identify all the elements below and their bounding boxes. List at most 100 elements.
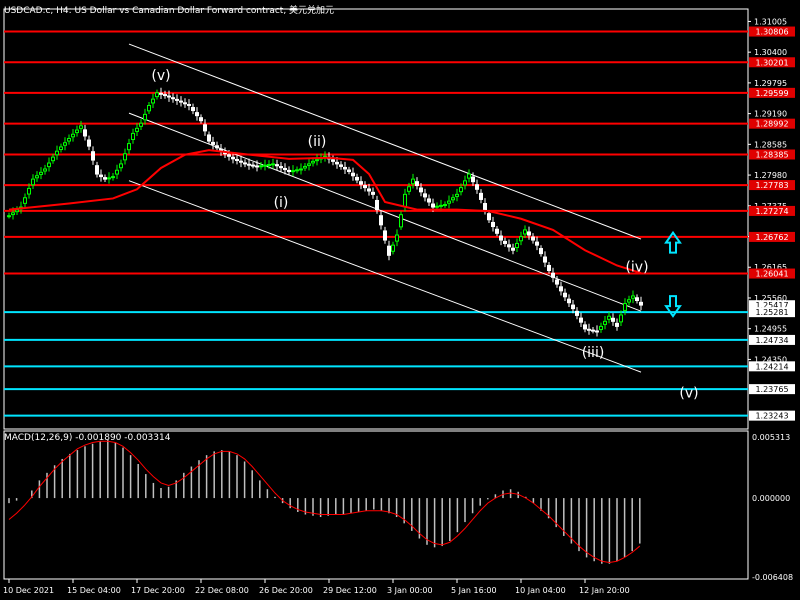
candle-body (587, 328, 591, 331)
candle-body (459, 187, 463, 193)
candle-body (403, 193, 407, 208)
time-tick-label: 29 Dec 12:00 (323, 586, 377, 595)
candle-body (375, 199, 379, 211)
candle-body (271, 163, 275, 166)
candle-body (411, 178, 415, 185)
channel-line (128, 112, 642, 312)
candle-body (515, 242, 519, 249)
level-tag-label: 1.27274 (755, 207, 788, 216)
candle-body (7, 215, 11, 218)
candle-body (171, 97, 175, 100)
candle-body (227, 154, 231, 157)
candle-body (423, 193, 427, 198)
wave-label: (ii) (308, 134, 327, 150)
candle-body (267, 164, 271, 167)
horizontal-levels (4, 30, 748, 417)
level-tag-bg (749, 26, 795, 37)
candle-body (167, 95, 171, 98)
candle-body (151, 98, 155, 104)
candle-body (179, 100, 183, 103)
candle-body (331, 159, 335, 162)
macd-panel (8, 440, 641, 564)
wave-label: (iii) (582, 345, 605, 361)
candle-body (31, 178, 35, 186)
price-tick-label: 1.25560 (754, 294, 787, 303)
level-tag-label: 1.28992 (755, 120, 788, 129)
chart-frame (3, 8, 749, 580)
candle-body (75, 129, 79, 134)
time-tick-label: 26 Dec 20:00 (259, 586, 313, 595)
candle-body (115, 169, 119, 175)
candle-body (15, 209, 19, 213)
candle-body (55, 150, 59, 156)
candle-body (67, 138, 71, 142)
candle-body (607, 315, 611, 320)
candle-body (555, 279, 559, 285)
candle-body (359, 181, 363, 185)
level-tag-label: 1.26762 (755, 233, 788, 242)
level-tags: 1.30806 1.30201 1.29599 1.28992 1.28385 1.277… (749, 26, 795, 421)
candle-body (71, 133, 75, 138)
arrow-up-icon (664, 230, 682, 254)
candle-body (131, 132, 135, 141)
candle-body (467, 173, 471, 179)
candle-body (615, 322, 619, 327)
candle-body (339, 164, 343, 167)
candle-body (439, 204, 443, 207)
current-price-label: 1.25417 (755, 301, 788, 310)
macd-axis: 0.005313 0.000000 -0.006408 (752, 433, 793, 582)
candle-body (407, 186, 411, 192)
candle-body (431, 203, 435, 208)
level-tag-bg (749, 268, 795, 279)
candle-body (247, 163, 251, 166)
candle-body (347, 169, 351, 173)
candle-body (563, 292, 567, 298)
candle-body (251, 164, 255, 167)
candle-body (107, 177, 111, 180)
candle-body (143, 113, 147, 121)
candle-body (619, 314, 623, 323)
candle-body (191, 107, 195, 112)
candle-body (387, 245, 391, 256)
candle-body (391, 244, 395, 252)
candle-body (491, 221, 495, 228)
price-tick-label: 1.27980 (754, 171, 787, 180)
level-tag-bg (749, 231, 795, 242)
level-tag-label: 1.30201 (755, 58, 788, 67)
level-tag-bg (749, 361, 795, 372)
candle-body (603, 320, 607, 325)
candle-body (487, 213, 491, 221)
candle-body (215, 145, 219, 149)
candle-body (447, 200, 451, 204)
candle-body (523, 229, 527, 235)
candle-body (119, 163, 123, 169)
time-tick-label: 5 Jan 16:00 (451, 586, 497, 595)
candle-body (207, 134, 211, 142)
candle-body (243, 162, 247, 165)
candle-body (399, 214, 403, 228)
level-tag-label: 1.30806 (755, 28, 788, 37)
time-tick-label: 17 Dec 20:00 (131, 586, 185, 595)
candle-body (499, 235, 503, 241)
time-tick-label: 15 Dec 04:00 (67, 586, 121, 595)
candle-body (531, 236, 535, 241)
candle-body (463, 180, 467, 186)
candle-body (283, 167, 287, 171)
candle-body (259, 165, 263, 168)
candle-body (255, 165, 259, 168)
candle-body (311, 160, 315, 164)
candle-body (43, 168, 47, 172)
level-tag-bg (749, 307, 795, 318)
candle-body (527, 231, 531, 236)
candle-body (291, 170, 295, 173)
candle-body (231, 156, 235, 160)
candle-body (23, 197, 27, 204)
price-tick-label: 1.29190 (754, 110, 787, 119)
candle-body (419, 187, 423, 193)
candle-body (627, 299, 631, 303)
level-tag-label: 1.23765 (755, 385, 788, 394)
arrow-down-icon (664, 295, 682, 318)
candle-body (507, 244, 511, 248)
channel-lines (128, 43, 642, 373)
candle-body (479, 192, 483, 200)
